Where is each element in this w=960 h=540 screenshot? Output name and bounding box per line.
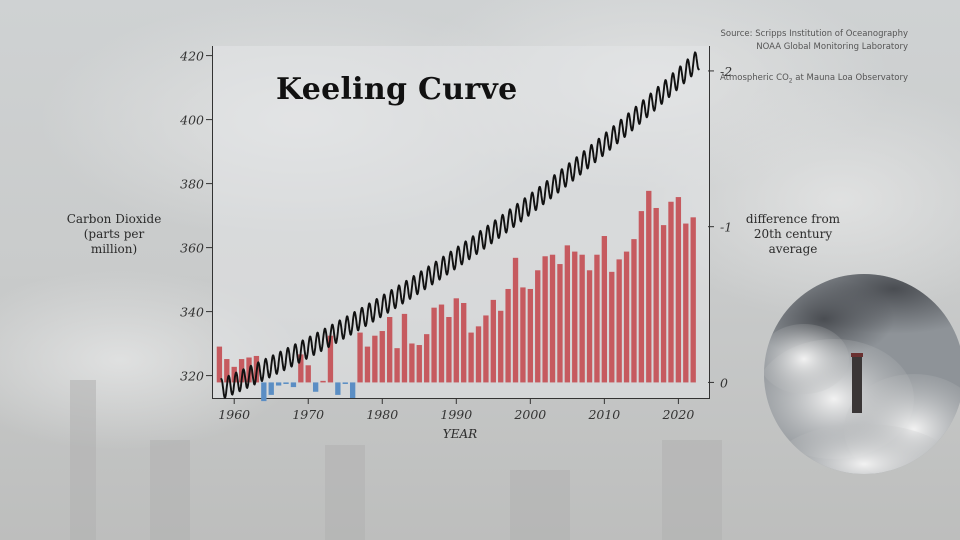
y-left-tick-label: 400 <box>179 113 204 128</box>
source-line: NOAA Global Monitoring Laboratory <box>756 42 908 52</box>
anomaly-bar <box>283 382 289 384</box>
anomaly-bar <box>275 382 282 386</box>
anomaly-bar <box>453 298 459 383</box>
x-tick-label: 1970 <box>292 407 324 422</box>
anomaly-bar <box>572 251 578 383</box>
anomaly-bar <box>690 217 696 383</box>
anomaly-bar <box>623 251 630 383</box>
anomaly-bar <box>305 365 311 383</box>
anomaly-bar <box>409 343 415 383</box>
anomaly-bar <box>438 304 445 383</box>
x-tick-label: 2020 <box>661 407 694 422</box>
anomaly-bar <box>483 315 489 383</box>
anomaly-bar <box>364 346 371 383</box>
subtitle-subscript: 2 <box>788 77 793 85</box>
anomaly-bar <box>579 254 585 383</box>
anomaly-bar <box>261 382 267 402</box>
y-right-tick-label: 0 <box>720 375 728 390</box>
y-axis-right-label-line: average <box>768 242 818 256</box>
subtitle-prefix: Atmospheric CO <box>719 73 789 83</box>
anomaly-bar <box>401 313 408 383</box>
anomaly-bar <box>424 334 430 383</box>
anomaly-bar <box>594 254 600 383</box>
anomaly-bar <box>660 225 667 383</box>
y-right-tick-label: -1 <box>720 220 732 235</box>
y-left-tick-label: 360 <box>180 241 204 256</box>
anomaly-bar <box>542 256 548 383</box>
y-axis-left-label-line: (parts per <box>83 227 145 241</box>
anomaly-bar <box>231 366 237 383</box>
y-axis-left-label: Carbon Dioxide (parts per million) <box>64 212 164 257</box>
anomaly-bar <box>646 190 652 383</box>
anomaly-bar <box>505 288 511 383</box>
anomaly-bar <box>675 197 682 383</box>
anomaly-bar <box>631 239 637 383</box>
y-axis-right-label-line: difference from <box>745 212 841 226</box>
anomaly-bar <box>394 348 400 383</box>
y-axis-left-label-line: Carbon Dioxide <box>66 212 162 226</box>
y-axis-right-label-line: 20th century <box>753 227 833 241</box>
anomaly-bar <box>475 326 482 383</box>
anomaly-bar <box>468 332 474 383</box>
subtitle-suffix: at Mauna Loa Observatory <box>792 73 908 83</box>
anomaly-bar <box>238 359 245 383</box>
chart-subtitle: Atmospheric CO2 at Mauna Loa Observatory <box>720 73 908 85</box>
anomaly-bar <box>520 287 526 383</box>
anomaly-bar <box>668 201 674 383</box>
x-tick-label: 2000 <box>513 407 546 422</box>
anomaly-bar <box>357 332 363 383</box>
y-right-tick-label: -2 <box>720 64 732 79</box>
anomaly-bar <box>349 382 356 398</box>
anomaly-bar <box>290 382 297 388</box>
anomaly-bar <box>586 270 593 383</box>
anomaly-bar <box>601 236 608 383</box>
source-credit: Source: Scripps Institution of Oceanogra… <box>720 28 908 54</box>
smokestack-photo <box>764 274 960 474</box>
anomaly-bar <box>342 382 348 384</box>
y-left-tick-label: 340 <box>180 305 204 320</box>
anomaly-bar <box>320 380 326 383</box>
anomaly-bar <box>379 331 385 383</box>
anomaly-bar <box>431 307 437 383</box>
anomaly-bar <box>557 264 563 383</box>
anomaly-bar <box>609 271 615 383</box>
anomaly-bar <box>535 270 541 383</box>
y-axis-left-label-line: million) <box>90 242 138 256</box>
anomaly-bar <box>653 207 659 383</box>
x-tick-label: 1960 <box>218 407 250 422</box>
anomaly-bar <box>490 299 496 383</box>
anomaly-bar <box>216 346 223 383</box>
anomaly-bar <box>372 335 378 383</box>
anomaly-bar <box>616 259 622 383</box>
anomaly-bar <box>335 382 341 395</box>
co2-line <box>220 51 700 399</box>
y-left-tick-label: 320 <box>180 369 204 384</box>
anomaly-bar <box>638 211 645 383</box>
anomaly-bar <box>298 354 304 383</box>
x-tick-label: 1980 <box>366 407 398 422</box>
anomaly-bar <box>268 382 274 395</box>
x-tick-label: 2010 <box>587 407 620 422</box>
y-left-tick-label: 420 <box>179 49 204 64</box>
y-left-tick-label: 380 <box>180 177 204 192</box>
anomaly-bar <box>683 223 689 383</box>
anomaly-bar <box>312 382 319 392</box>
anomaly-bar <box>446 317 452 383</box>
anomaly-bar <box>461 302 467 383</box>
chart-title: Keeling Curve <box>276 72 518 107</box>
y-axis-right-label: difference from 20th century average <box>738 212 848 257</box>
anomaly-bar <box>416 345 422 383</box>
anomaly-bar <box>549 254 556 383</box>
x-tick-label: 1990 <box>440 407 472 422</box>
anomaly-bar <box>498 310 504 383</box>
anomaly-bar <box>327 335 334 383</box>
anomaly-bar <box>527 288 533 383</box>
source-line: Source: Scripps Institution of Oceanogra… <box>720 29 908 39</box>
x-axis-label: YEAR <box>442 427 478 441</box>
anomaly-bar <box>224 359 230 383</box>
anomaly-bar <box>512 257 519 383</box>
anomaly-bar <box>387 317 393 383</box>
anomaly-bar <box>564 245 571 383</box>
